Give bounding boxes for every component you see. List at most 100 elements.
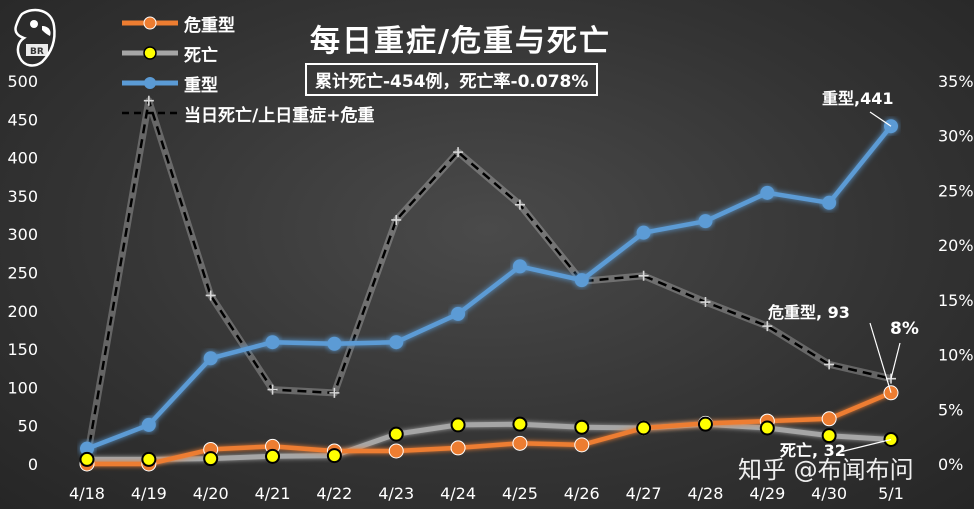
- severe-point: [265, 335, 280, 350]
- y-right-tick-label: 5%: [938, 400, 963, 419]
- severe-point: [80, 441, 94, 456]
- y-left-tick-label: 450: [7, 110, 38, 129]
- ratio-point: [205, 290, 216, 301]
- x-tick-label: 4/21: [255, 484, 291, 503]
- series-layer: [79, 95, 899, 472]
- y-left-tick-label: 250: [7, 264, 38, 283]
- legend-item-ratio: 当日死亡/上日重症+危重: [120, 98, 374, 128]
- x-tick-label: 4/25: [502, 484, 538, 503]
- chart-subtitle: 累计死亡-454例，死亡率-0.078%: [305, 63, 599, 96]
- y-right-tick-label: 20%: [938, 236, 974, 255]
- death-point: [141, 451, 157, 467]
- y-left-tick-label: 200: [7, 302, 38, 321]
- severe-point: [203, 351, 218, 366]
- severe-point: [636, 225, 651, 240]
- y-left-tick-label: 150: [7, 340, 38, 359]
- x-tick-label: 4/20: [193, 484, 229, 503]
- legend-swatch-severe: [122, 77, 178, 89]
- ratio-point: [824, 359, 835, 370]
- annotation-ratio-leader: [890, 342, 901, 379]
- x-tick-label: 4/28: [687, 484, 723, 503]
- death-point: [388, 426, 404, 442]
- severe-point: [327, 336, 342, 351]
- annotation-death-leader: [839, 438, 892, 453]
- annotation-severe-leader: [869, 111, 892, 127]
- severe-point: [389, 335, 404, 350]
- ratio-point: [886, 373, 896, 384]
- ratio-point: [329, 387, 340, 398]
- death-point: [450, 417, 466, 433]
- ratio-point: [638, 270, 649, 281]
- y-left-tick-label: 100: [7, 378, 38, 397]
- y-right-tick-label: 30%: [938, 127, 974, 146]
- legend-item-death: 死亡: [120, 38, 374, 68]
- severe-point: [760, 185, 775, 200]
- critical-point: [512, 435, 528, 451]
- watermark: 知乎 @布闻布问: [738, 456, 914, 484]
- chart-legend: 危重型 死亡 重型 当日死亡/上日重症+危重: [120, 8, 374, 128]
- y-left-tick-label: 500: [7, 72, 38, 91]
- x-tick-label: 4/19: [131, 484, 167, 503]
- x-tick-label: 5/1: [878, 484, 904, 503]
- severe-line: [86, 124, 893, 451]
- annotation-critical-label: 危重型, 93: [768, 303, 850, 322]
- annotation-layer: 重型,441 危重型, 93 8% 死亡, 32: [768, 89, 919, 460]
- annotation-death-label: 死亡, 32: [780, 441, 846, 460]
- severe-point: [574, 273, 589, 288]
- x-tick-label: 4/29: [749, 484, 785, 503]
- svg-text:BR: BR: [30, 47, 44, 57]
- severe-point: [822, 195, 837, 210]
- severe-point: [141, 417, 156, 432]
- death-point: [759, 420, 775, 436]
- legend-label-death: 死亡: [184, 45, 218, 66]
- legend-swatch-ratio: [122, 111, 178, 115]
- legend-label-severe: 重型: [184, 75, 218, 96]
- death-point: [265, 448, 281, 464]
- ratio-point: [267, 384, 278, 395]
- y-left-tick-label: 50: [18, 417, 38, 436]
- y-right-tick-label: 0%: [938, 455, 963, 474]
- ratio-line-halo: [83, 97, 892, 460]
- ratio-point: [700, 297, 711, 308]
- y-right-tick-label: 25%: [938, 181, 974, 200]
- legend-label-critical: 危重型: [184, 15, 235, 36]
- death-point: [326, 448, 342, 464]
- legend-swatch-death: [122, 46, 178, 60]
- x-tick-label: 4/30: [811, 484, 847, 503]
- ratio-point: [391, 214, 402, 225]
- y-right-tick-label: 10%: [938, 346, 974, 365]
- parrot-logo: BR: [8, 6, 64, 70]
- y-right-tick-label: 35%: [938, 72, 974, 91]
- y-left-tick-label: 0: [28, 455, 38, 474]
- critical-point: [821, 411, 837, 427]
- legend-item-severe: 重型: [120, 68, 374, 98]
- severe-point: [451, 306, 466, 321]
- ratio-point: [514, 199, 525, 210]
- death-point: [79, 451, 95, 467]
- x-tick-label: 4/27: [626, 484, 662, 503]
- x-tick-label: 4/24: [440, 484, 476, 503]
- x-tick-label: 4/26: [564, 484, 600, 503]
- x-tick-label: 4/18: [69, 484, 105, 503]
- death-point: [574, 419, 590, 435]
- ratio-point: [453, 147, 464, 158]
- death-point: [203, 451, 219, 467]
- y-right-tick-label: 15%: [938, 291, 974, 310]
- ratio-point: [143, 95, 154, 106]
- critical-point: [388, 443, 404, 459]
- x-tick-label: 4/22: [316, 484, 352, 503]
- y-left-tick-label: 300: [7, 225, 38, 244]
- y-left-tick-label: 400: [7, 149, 38, 168]
- severe-point: [698, 214, 713, 229]
- x-tick-label: 4/23: [378, 484, 414, 503]
- death-line: [87, 421, 892, 462]
- legend-swatch-critical: [122, 16, 178, 30]
- chart-title: 每日重症/危重与死亡: [310, 24, 611, 59]
- annotation-ratio-label: 8%: [890, 319, 919, 339]
- death-point: [697, 416, 713, 432]
- ratio-point: [762, 321, 773, 332]
- death-point: [636, 420, 652, 436]
- death-point: [512, 416, 528, 432]
- critical-point: [574, 437, 590, 453]
